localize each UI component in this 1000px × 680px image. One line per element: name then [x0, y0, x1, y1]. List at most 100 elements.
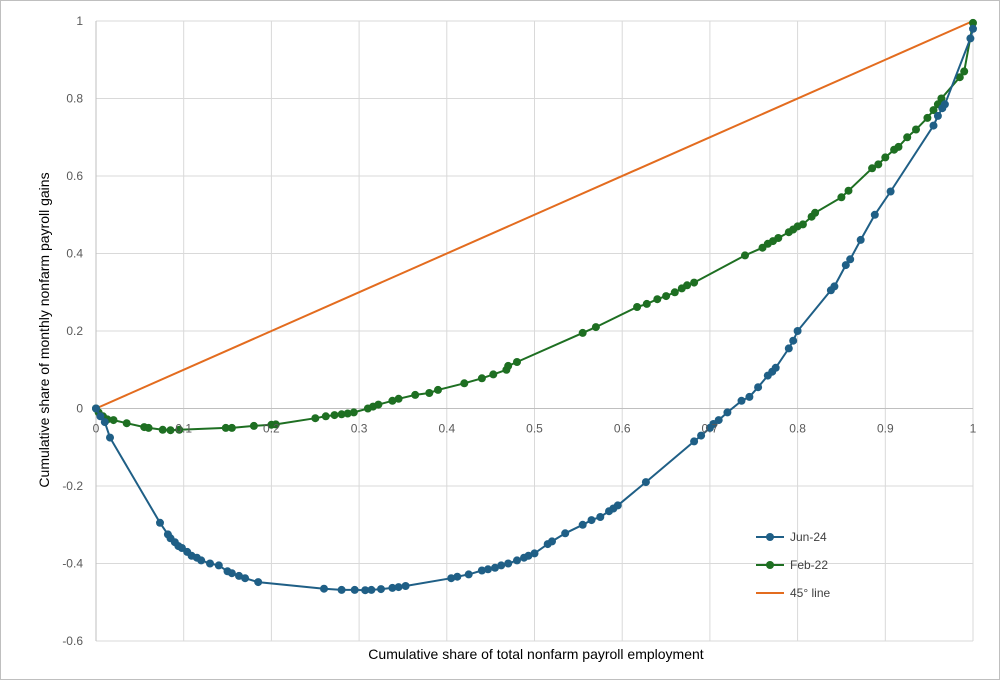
data-point-jun-24 — [453, 572, 462, 581]
y-tick-label: 0.8 — [66, 92, 83, 106]
data-point-feb-22 — [337, 410, 346, 419]
data-point-jun-24 — [388, 583, 397, 592]
data-point-jun-24 — [513, 556, 521, 565]
data-point-jun-24 — [524, 551, 533, 560]
series-feb-22 — [92, 18, 977, 435]
data-point-jun-24 — [841, 261, 850, 270]
data-point-feb-22 — [122, 419, 131, 428]
data-point-jun-24 — [969, 24, 977, 33]
x-tick-label: 0.1 — [175, 422, 192, 436]
data-point-jun-24 — [548, 537, 556, 546]
data-point-jun-24 — [714, 416, 723, 425]
data-point-jun-24 — [966, 34, 975, 43]
data-point-jun-24 — [530, 549, 539, 558]
data-point-jun-24 — [350, 585, 359, 594]
data-point-feb-22 — [670, 288, 679, 297]
x-tick-label: 0.2 — [263, 422, 280, 436]
data-point-jun-24 — [613, 501, 622, 510]
data-point-jun-24 — [504, 559, 513, 568]
data-point-feb-22 — [411, 390, 420, 399]
data-point-jun-24 — [477, 566, 486, 575]
data-point-jun-24 — [361, 586, 370, 595]
tick-labels: 0 0.1 0.2 0.3 0.4 0.5 0.6 0.7 0.8 0.9 1 -0.6 -0.4 -0.… — [62, 14, 976, 648]
x-tick-label: 0.5 — [526, 422, 543, 436]
data-point-jun-24 — [737, 396, 746, 405]
x-tick-label: 0 — [93, 422, 100, 436]
data-point-jun-24 — [587, 516, 596, 525]
data-point-feb-22 — [321, 412, 330, 421]
data-point-feb-22 — [881, 153, 890, 162]
data-point-feb-22 — [837, 193, 846, 202]
data-point-jun-24 — [497, 561, 506, 570]
x-tick-label: 0.4 — [438, 422, 455, 436]
y-tick-label: 0.2 — [66, 324, 83, 338]
data-point-jun-24 — [789, 336, 798, 345]
data-point-jun-24 — [596, 513, 605, 521]
data-point-jun-24 — [394, 583, 403, 592]
legend-marker — [766, 533, 774, 541]
data-point-jun-24 — [401, 582, 410, 590]
y-axis-title: Cumulative share of monthly nonfarm payr… — [36, 172, 52, 487]
data-point-feb-22 — [662, 292, 671, 301]
data-point-jun-24 — [745, 392, 754, 401]
data-point-jun-24 — [227, 569, 236, 578]
data-point-jun-24 — [723, 408, 732, 417]
data-point-feb-22 — [513, 358, 521, 366]
legend-marker — [766, 561, 774, 569]
data-point-jun-24 — [771, 363, 780, 372]
x-tick-label: 0.8 — [789, 422, 806, 436]
data-point-jun-24 — [870, 210, 879, 219]
data-point-jun-24 — [156, 518, 164, 527]
data-point-jun-24 — [933, 111, 942, 120]
data-point-feb-22 — [868, 164, 877, 173]
legend-label: 45° line — [790, 586, 830, 600]
data-point-jun-24 — [484, 565, 492, 574]
data-point-feb-22 — [394, 394, 403, 403]
data-point-feb-22 — [844, 186, 853, 195]
gridlines — [96, 20, 974, 642]
data-point-feb-22 — [811, 208, 820, 217]
data-point-feb-22 — [504, 361, 513, 370]
data-point-feb-22 — [489, 370, 498, 379]
data-point-jun-24 — [254, 578, 263, 587]
data-point-feb-22 — [923, 113, 932, 122]
data-point-feb-22 — [460, 379, 469, 388]
data-point-jun-24 — [100, 418, 109, 427]
y-tick-label: 1 — [76, 14, 83, 28]
data-point-jun-24 — [197, 556, 206, 565]
data-point-jun-24 — [106, 433, 114, 442]
data-point-feb-22 — [874, 160, 883, 169]
y-tick-label: 0.4 — [66, 247, 83, 261]
data-point-jun-24 — [206, 559, 214, 568]
axes — [95, 21, 973, 641]
y-tick-label: 0.6 — [66, 169, 83, 183]
y-tick-label: -0.2 — [62, 479, 83, 493]
data-point-feb-22 — [271, 420, 280, 429]
data-point-feb-22 — [798, 220, 807, 229]
data-point-jun-24 — [940, 100, 949, 109]
legend-item-jun-24: Jun-24 — [756, 530, 827, 544]
data-point-jun-24 — [754, 383, 763, 392]
series-line-45-line — [95, 20, 974, 410]
data-point-jun-24 — [96, 412, 105, 421]
data-point-jun-24 — [464, 570, 473, 579]
data-point-jun-24 — [337, 585, 346, 594]
data-point-feb-22 — [158, 425, 167, 434]
legend-label: Feb-22 — [790, 558, 828, 572]
data-point-feb-22 — [349, 408, 358, 417]
data-point-feb-22 — [221, 423, 230, 432]
data-point-feb-22 — [633, 303, 642, 311]
data-point-feb-22 — [578, 328, 587, 337]
x-tick-label: 0.9 — [877, 422, 894, 436]
data-point-feb-22 — [109, 416, 118, 425]
data-point-feb-22 — [249, 421, 258, 430]
series-layer — [92, 18, 977, 595]
x-tick-label: 0.6 — [614, 422, 631, 436]
data-point-jun-24 — [929, 121, 938, 130]
data-point-feb-22 — [388, 396, 397, 405]
data-point-jun-24 — [561, 529, 570, 538]
data-point-feb-22 — [166, 426, 175, 435]
data-point-feb-22 — [175, 425, 184, 434]
data-point-jun-24 — [320, 584, 328, 593]
